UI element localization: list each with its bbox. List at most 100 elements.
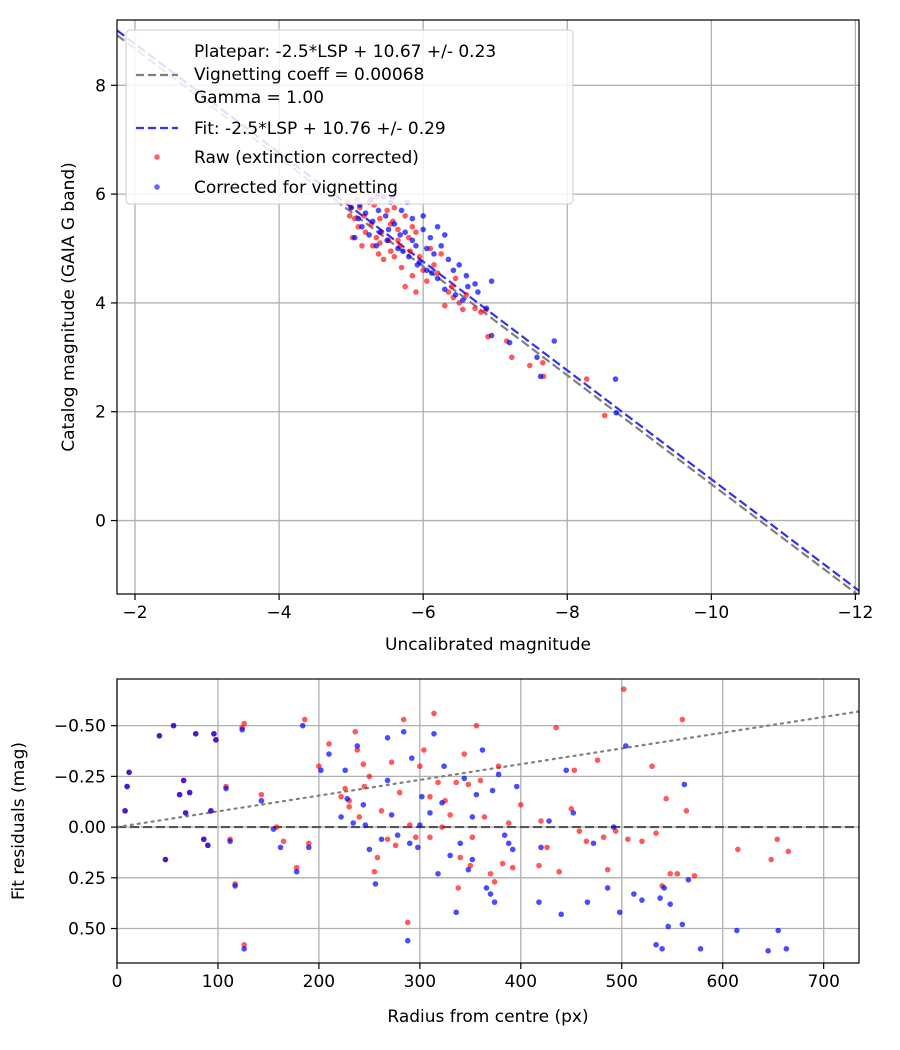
bottom-point-corrected (213, 737, 219, 743)
top-x-tick-label: −10 (693, 603, 729, 623)
bottom-point-corrected (489, 787, 496, 794)
top-point-raw (463, 291, 470, 298)
bottom-point-raw (447, 812, 453, 818)
bottom-point-corrected (623, 743, 629, 749)
bottom-point-corrected (406, 840, 413, 847)
top-point-raw (452, 275, 459, 282)
top-point-raw (441, 302, 448, 309)
bottom-point-raw (360, 761, 367, 767)
top-point-corrected (351, 234, 358, 241)
bottom-point-corrected (350, 820, 357, 826)
top-point-corrected (551, 338, 558, 344)
top-point-corrected (475, 289, 481, 295)
top-point-raw (434, 270, 441, 276)
bottom-point-corrected (616, 909, 623, 916)
bottom-point-raw (431, 710, 437, 717)
bottom-point-corrected (126, 769, 132, 776)
top-point-raw (346, 213, 353, 219)
bottom-point-corrected (657, 895, 663, 901)
bottom-point-raw (473, 722, 480, 729)
top-point-corrected (409, 215, 416, 222)
bottom-x-tick-label: 300 (404, 972, 436, 992)
bottom-point-raw (653, 830, 659, 836)
top-point-corrected (359, 223, 365, 230)
top-point-raw (423, 278, 430, 284)
bottom-point-corrected (501, 832, 508, 838)
bottom-point-corrected (667, 901, 674, 907)
top-point-corrected (456, 262, 462, 268)
bottom-point-raw (465, 781, 472, 788)
bottom-point-raw (293, 864, 300, 871)
bottom-x-tick-label: 200 (303, 972, 335, 992)
bottom-point-corrected (439, 799, 445, 806)
bottom-point-corrected (457, 840, 464, 847)
bottom-point-corrected (495, 771, 502, 778)
top-scatter-points (344, 191, 620, 419)
bottom-point-corrected (536, 899, 542, 905)
top-point-raw (407, 248, 413, 255)
top-line-platepar (117, 34, 859, 594)
bottom-point-corrected (124, 783, 130, 790)
top-point-corrected (472, 281, 478, 287)
top-point-corrected (423, 267, 430, 274)
top-point-raw (375, 251, 382, 257)
top-point-corrected (613, 410, 620, 416)
top-point-raw (459, 306, 466, 313)
bottom-point-corrected (473, 791, 480, 798)
top-point-raw (377, 215, 383, 222)
top-point-corrected (459, 297, 466, 303)
top-point-raw (402, 213, 408, 219)
bottom-point-corrected (156, 733, 163, 739)
bottom-point-raw (600, 834, 607, 841)
top-point-corrected (423, 245, 430, 252)
bottom-point-corrected (372, 881, 379, 887)
top-point-corrected (427, 234, 434, 241)
bottom-point-raw (427, 793, 433, 800)
top-y-tick-label: 4 (95, 294, 106, 314)
bottom-point-corrected (338, 814, 344, 820)
bottom-point-raw (427, 834, 433, 841)
bottom-point-raw (491, 879, 498, 885)
top-point-corrected (405, 253, 412, 260)
bottom-point-corrected (388, 812, 395, 818)
bottom-point-corrected (734, 927, 740, 934)
bottom-point-corrected (299, 722, 306, 729)
bottom-point-raw (404, 919, 411, 926)
bottom-point-raw (538, 818, 544, 824)
top-y-tick-label: 6 (95, 185, 106, 205)
bottom-reference-lines (117, 710, 859, 829)
bottom-point-corrected (378, 836, 385, 843)
top-x-tick-label: −8 (555, 603, 580, 623)
top-point-corrected (377, 229, 383, 235)
top-point-raw (395, 226, 401, 233)
bottom-point-corrected (679, 921, 686, 928)
top-point-corrected (369, 218, 376, 225)
bottom-point-corrected (384, 735, 391, 741)
bottom-point-corrected (610, 824, 617, 830)
bottom-point-corrected (661, 885, 667, 891)
top-y-tick-label: 8 (95, 76, 106, 96)
bottom-point-corrected (590, 840, 597, 847)
bottom-point-raw (571, 767, 578, 774)
bottom-point-corrected (639, 897, 645, 903)
bottom-point-raw (406, 822, 413, 828)
bottom-point-raw (544, 844, 550, 851)
bottom-point-corrected (487, 891, 494, 897)
top-point-raw (601, 412, 608, 419)
bottom-point-raw (280, 838, 287, 845)
bottom-point-raw (594, 757, 601, 763)
top-point-raw (526, 362, 533, 369)
bottom-plot-frame (116, 678, 860, 964)
bottom-point-raw (499, 860, 506, 867)
bottom-point-raw (667, 870, 674, 877)
top-point-corrected (612, 376, 619, 382)
bottom-point-corrected (469, 814, 476, 820)
bottom-point-raw (361, 783, 368, 790)
top-point-corrected (413, 242, 419, 249)
bottom-point-raw (455, 885, 462, 891)
bottom-point-corrected (775, 927, 782, 934)
bottom-point-raw (417, 763, 423, 770)
bottom-point-raw (735, 846, 741, 853)
top-point-corrected (429, 270, 435, 276)
top-point-corrected (452, 291, 459, 298)
